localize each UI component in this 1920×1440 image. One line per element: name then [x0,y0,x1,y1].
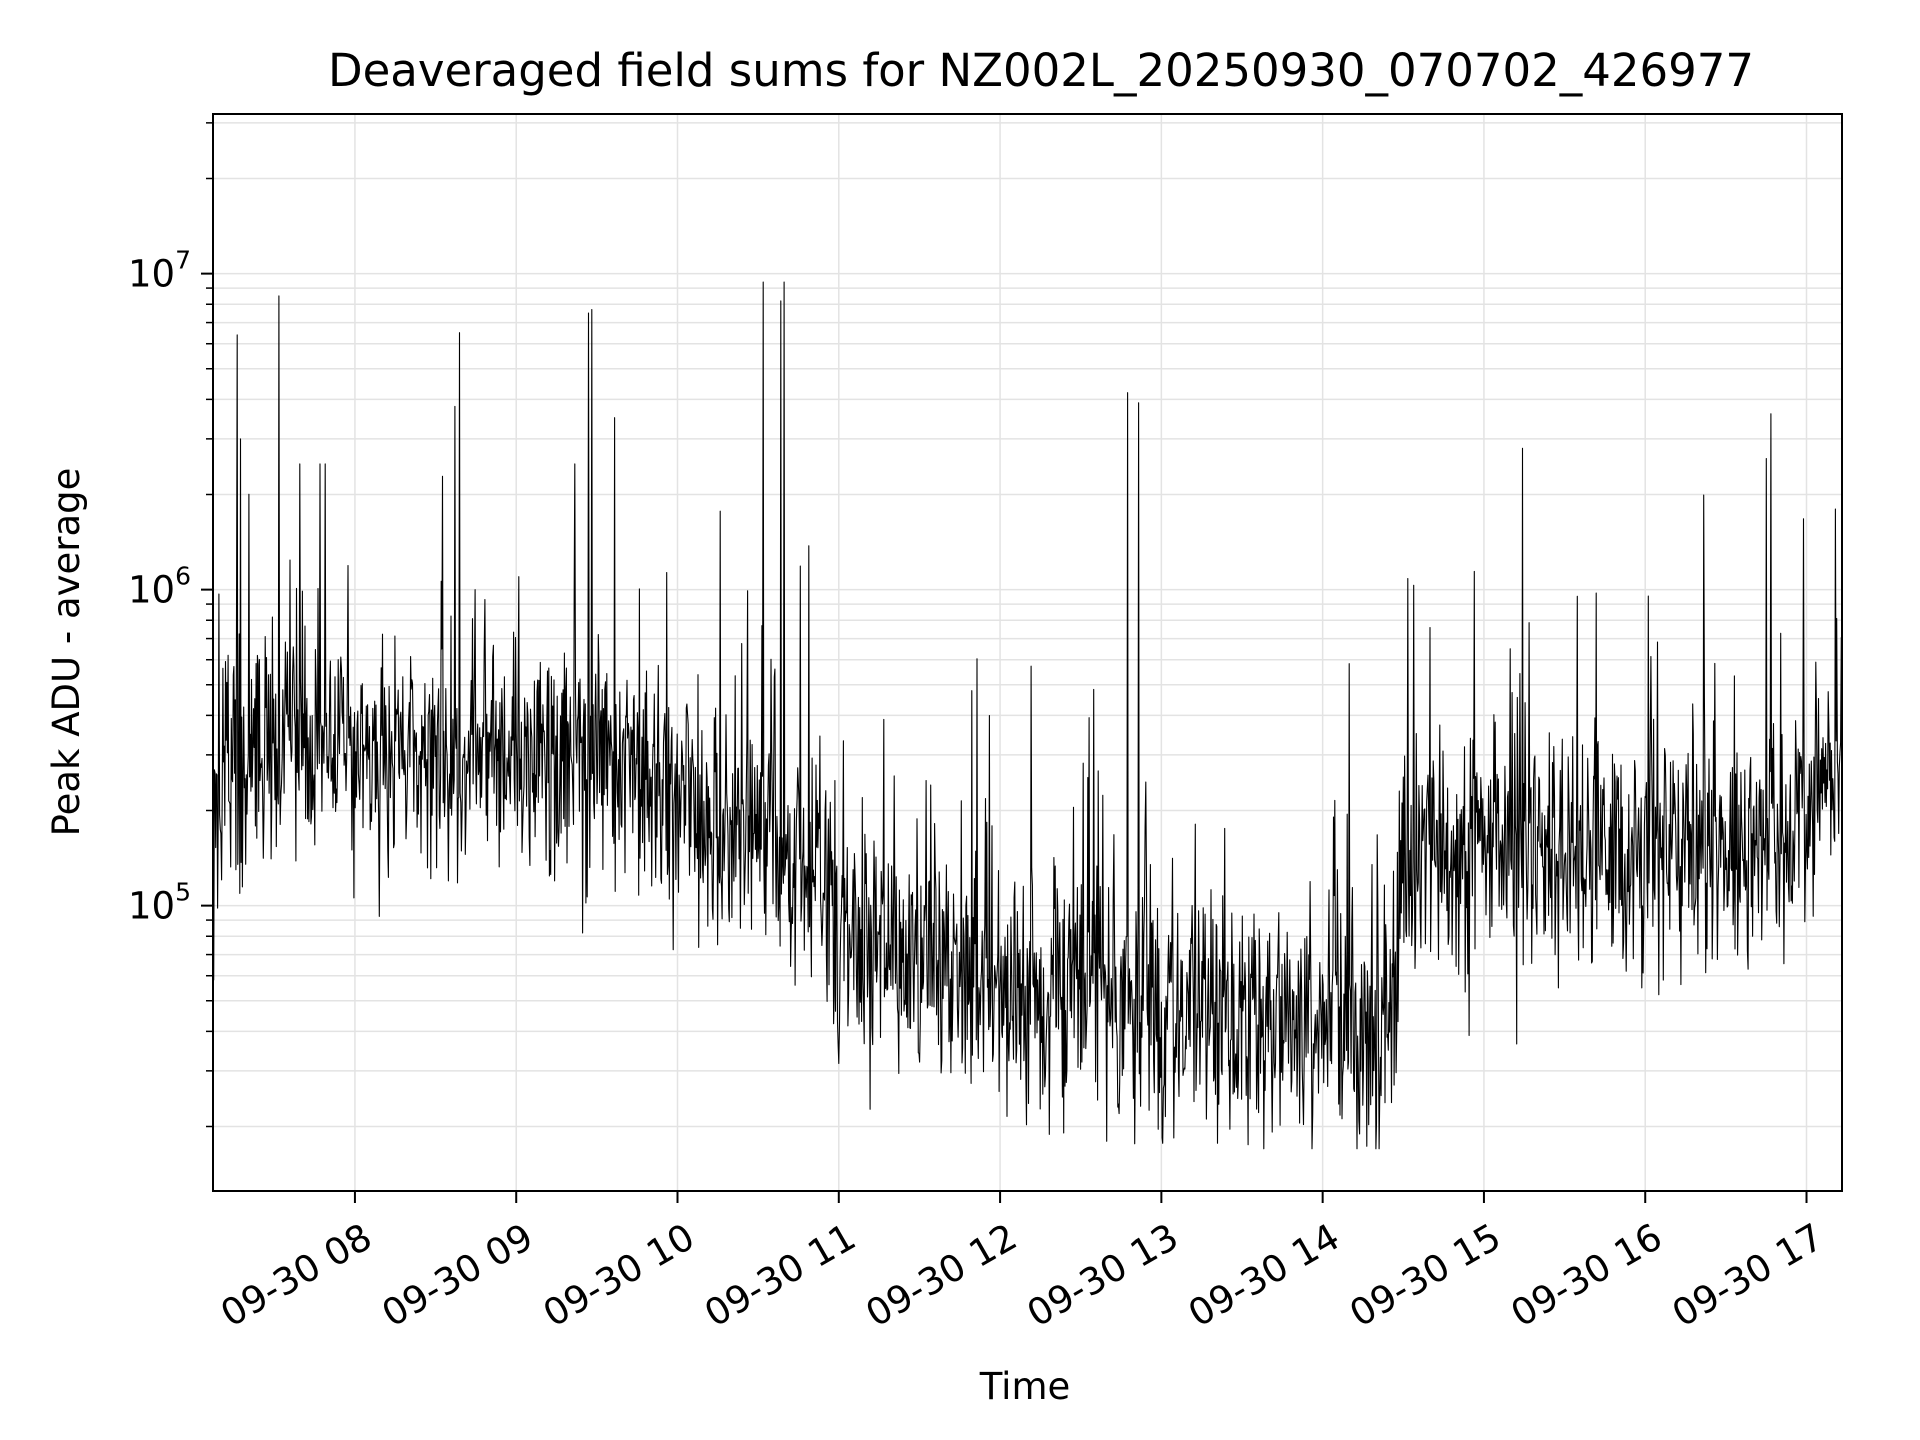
y-tick-label: 105 [128,878,191,928]
y-tick-label: 106 [128,562,191,612]
series-line [212,281,1843,1150]
chart-title: Deaveraged field sums for NZ002L_2025093… [328,44,1754,97]
y-tick-label: 107 [128,246,191,296]
plot-frame [212,113,1843,1192]
y-axis: 105 106 107 [128,122,213,1128]
x-axis-label: Time [979,1365,1071,1408]
y-axis-label: Peak ADU - average [45,468,88,837]
